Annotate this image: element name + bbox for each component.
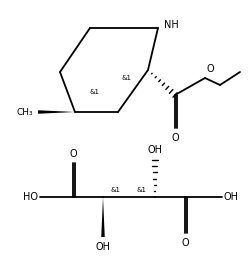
- Text: O: O: [206, 64, 214, 74]
- Text: O: O: [69, 149, 76, 159]
- Text: &1: &1: [110, 187, 120, 193]
- Text: &1: &1: [90, 89, 100, 95]
- Text: OH: OH: [95, 242, 110, 252]
- Text: OH: OH: [147, 145, 162, 155]
- Text: O: O: [180, 238, 188, 248]
- Text: &1: &1: [122, 75, 132, 81]
- Text: NH: NH: [163, 20, 178, 30]
- Text: &1: &1: [136, 187, 146, 193]
- Text: HO: HO: [23, 192, 38, 202]
- Text: CH₃: CH₃: [16, 107, 33, 117]
- Text: O: O: [170, 133, 178, 143]
- Text: OH: OH: [223, 192, 238, 202]
- Polygon shape: [38, 110, 75, 114]
- Polygon shape: [101, 197, 104, 237]
